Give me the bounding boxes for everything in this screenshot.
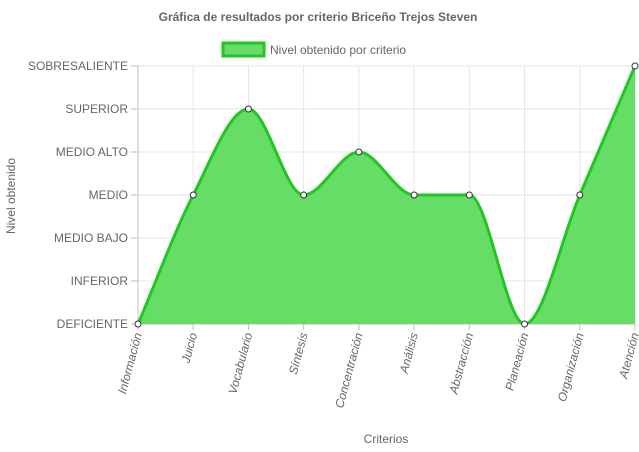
plot-area (134, 62, 639, 328)
chart-title: Gráfica de resultados por criterio Brice… (159, 10, 478, 24)
data-point-10[interactable] (631, 62, 639, 70)
y-tick-label: MEDIO ALTO (56, 145, 128, 159)
legend-label: Nivel obtenido por criterio (270, 43, 406, 57)
y-tick-label: SOBRESALIENTE (28, 59, 128, 73)
data-point-1[interactable] (134, 320, 142, 328)
x-tick-label: Concentración (332, 331, 366, 410)
x-tick-label: Organización (555, 331, 587, 403)
x-axis: Información Juicio Vocabulario Síntesis Conc… (115, 331, 639, 410)
y-tick-label: DEFICIENTE (57, 317, 128, 331)
series-area (138, 66, 635, 324)
data-point-9[interactable] (576, 191, 584, 199)
y-tick-label: INFERIOR (71, 274, 129, 288)
x-tick-label: Información (115, 331, 145, 395)
legend[interactable]: Nivel obtenido por criterio (221, 41, 406, 58)
data-point-5[interactable] (355, 148, 363, 156)
x-tick-label: Abstracción (446, 331, 476, 396)
data-point-6[interactable] (410, 191, 418, 199)
y-axis: DEFICIENTE INFERIOR MEDIO BAJO MEDIO MEDIO A… (28, 59, 128, 331)
y-tick-label: SUPERIOR (65, 102, 128, 116)
x-tick-label: Planeación (503, 331, 532, 392)
x-tick-label: Síntesis (286, 331, 311, 376)
x-tick-label: Juicio (178, 331, 200, 366)
data-point-3[interactable] (244, 105, 252, 113)
x-axis-label: Criterios (364, 432, 409, 446)
x-tick-label: Vocabulario (226, 331, 256, 396)
y-tick-label: MEDIO (89, 188, 128, 202)
data-point-4[interactable] (300, 191, 308, 199)
data-point-2[interactable] (189, 191, 197, 199)
y-axis-label: Nivel obtenido (4, 158, 18, 234)
series-line (136, 65, 637, 326)
x-tick-label: Atención (616, 331, 639, 381)
x-tick-label: Análisis (397, 331, 421, 376)
legend-swatch (221, 41, 266, 58)
data-point-8[interactable] (521, 320, 529, 328)
y-tick-label: MEDIO BAJO (54, 231, 128, 245)
data-point-7[interactable] (465, 191, 473, 199)
